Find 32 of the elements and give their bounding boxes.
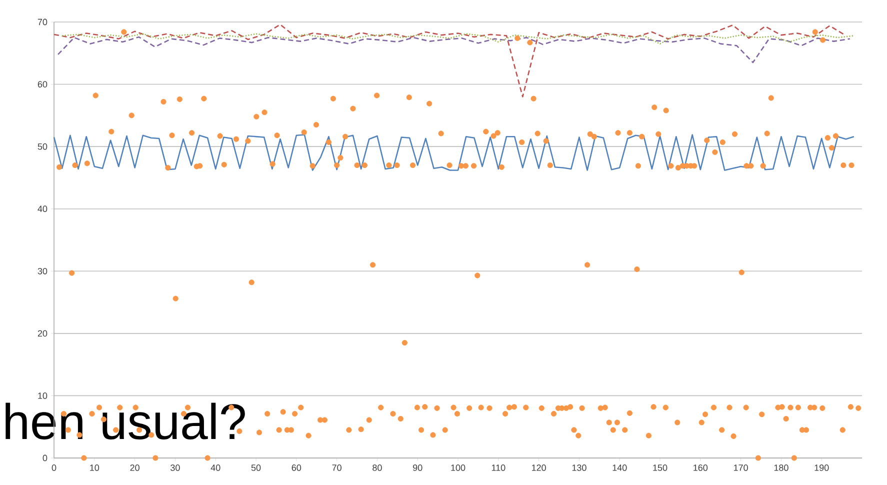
x-tick-label: 10 [90,464,100,471]
x-tick-label: 190 [814,464,829,471]
y-tick-label: 40 [38,206,48,212]
y-tick-label: 0 [42,454,48,462]
x-tick-label: 30 [170,464,180,471]
x-tick-label: 120 [532,464,546,471]
x-tick-label: 0 [52,464,56,471]
line-series [57,36,851,64]
line-series [53,24,846,98]
x-tick-label: 160 [694,464,708,471]
x-tick-label: 110 [492,464,506,471]
x-tick-label: 50 [251,464,261,471]
x-tick-label: 140 [612,464,627,471]
y-tick-label: 70 [38,18,48,26]
y-tick-label: 60 [38,81,48,88]
x-tick-label: 180 [774,464,788,471]
x-tick-label: 60 [292,464,302,471]
y-tick-label: 20 [38,330,48,337]
y-tick-label: 30 [38,268,48,274]
x-tick-label: 90 [413,464,422,471]
x-tick-label: 40 [210,464,220,471]
y-tick-label: 10 [38,392,48,399]
line-series [61,33,855,44]
x-tick-label: 80 [372,464,382,471]
x-tick-label: 100 [451,464,466,471]
annotation: hen usual? [6,402,245,440]
x-tick-label: 130 [572,464,586,471]
x-tick-label: 70 [332,464,342,471]
x-tick-label: 20 [130,464,140,471]
x-tick-label: 170 [734,464,748,471]
y-tick-label: 50 [38,143,48,150]
x-tick-label: 150 [653,464,668,471]
